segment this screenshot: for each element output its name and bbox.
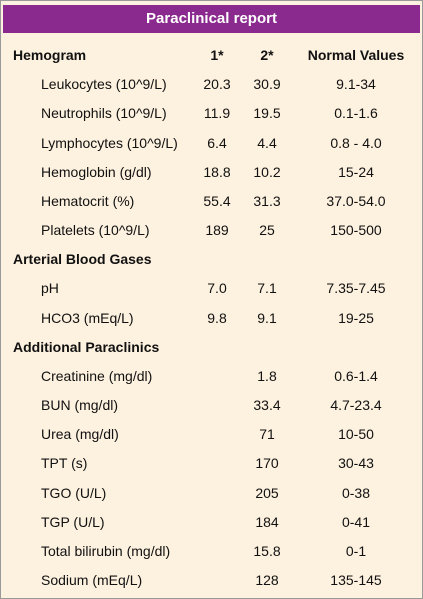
cell-value: 0-38 [341,484,371,501]
cell-value: 7.1 [257,280,277,297]
cell-value: 0-41 [341,513,371,530]
column-header: 2* [260,47,274,63]
cell-value: 55.4 [203,192,231,209]
cell-value: 184 [255,513,279,530]
section-title: Hemogram [13,47,87,63]
row-label: Sodium (mEq/L) [41,572,143,589]
row-label: TPT (s) [41,455,88,472]
cell-value: 15.8 [253,542,281,559]
cell-value: 4.4 [257,134,277,151]
cell-value: 189 [205,222,229,239]
cell-value: 205 [255,484,279,501]
cell-value: 0.8 - 4.0 [330,134,382,151]
row-label: Lymphocytes (10^9/L) [41,134,178,151]
cell-value: 37.0-54.0 [326,192,386,209]
cell-value: 71 [259,426,275,443]
cell-value: 30.9 [253,76,281,93]
cell-value: 10-50 [338,426,374,443]
cell-value: 135-145 [330,572,382,589]
row-label: Hemoglobin (g/dl) [41,163,152,180]
cell-value: 30-43 [338,455,374,472]
row-label: Leukocytes (10^9/L) [41,76,167,93]
cell-value: 33.4 [253,397,281,414]
column-header: 1* [210,47,224,63]
cell-value: 1.8 [257,367,277,384]
row-label: HCO3 (mEq/L) [41,309,134,326]
cell-value: 0-1 [345,542,367,559]
row-label: Neutrophils (10^9/L) [41,105,167,122]
cell-value: 7.0 [207,280,227,297]
cell-value: 4.7-23.4 [330,397,382,414]
cell-value: 20.3 [203,76,231,93]
cell-value: 10.2 [253,163,281,180]
cell-value: 9.1-34 [336,76,376,93]
row-label: Platelets (10^9/L) [41,222,150,239]
cell-value: 128 [255,572,279,589]
cell-value: 0.6-1.4 [334,367,378,384]
cell-value: 170 [255,455,279,472]
report-title: Paraclinical report [3,5,420,33]
row-label: Total bilirubin (mg/dl) [41,542,171,559]
cell-value: 11.9 [203,105,231,122]
section-title: Arterial Blood Gases [13,251,152,268]
row-label: TGO (U/L) [41,484,107,501]
cell-value: 25 [259,222,275,239]
row-label: Hematocrit (%) [41,192,135,209]
cell-value: 31.3 [253,192,281,209]
cell-value: 6.4 [207,134,227,151]
row-label: BUN (mg/dl) [41,397,119,414]
cell-value: 19.5 [253,105,281,122]
cell-value: 7.35-7.45 [326,280,386,297]
cell-value: 15-24 [338,163,374,180]
cell-value: 9.1 [257,309,277,326]
cell-value: 18.8 [203,163,231,180]
row-label: TGP (U/L) [41,513,105,530]
cell-value: 9.8 [207,309,227,326]
section-title: Additional Paraclinics [13,338,160,355]
cell-value: 150-500 [330,222,382,239]
row-label: Creatinine (mg/dl) [41,367,153,384]
column-header: Normal Values [307,47,405,63]
cell-value: 0.1-1.6 [334,105,378,122]
row-label: pH [41,280,59,297]
row-label: Urea (mg/dl) [41,426,119,443]
cell-value: 19-25 [338,309,374,326]
